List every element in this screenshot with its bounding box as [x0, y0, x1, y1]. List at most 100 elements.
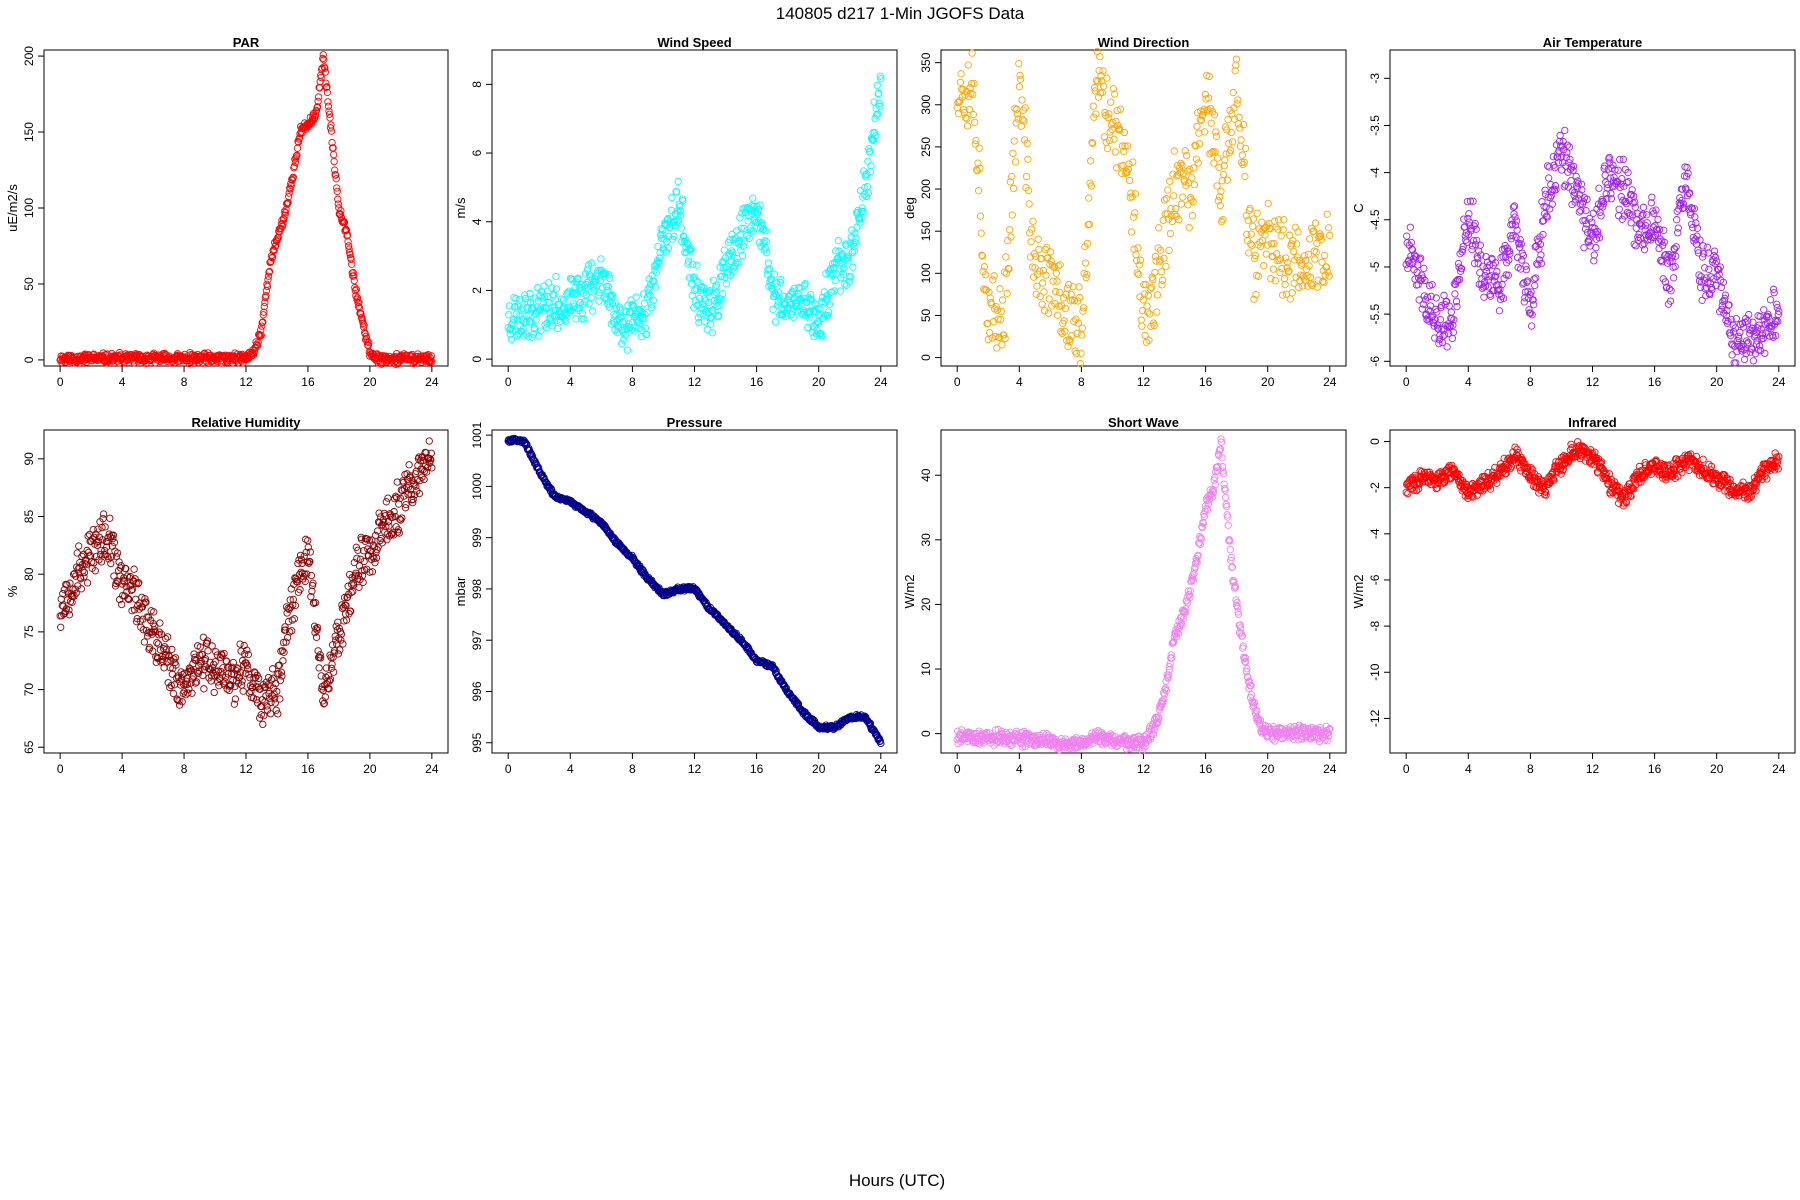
- data-point: [667, 206, 676, 214]
- data-point: [1008, 211, 1016, 219]
- data-point: [1153, 308, 1161, 316]
- data-point: [259, 311, 267, 319]
- y-tick-label: 10: [919, 662, 933, 676]
- data-point: [1134, 244, 1142, 252]
- data-point: [1144, 291, 1153, 300]
- data-point: [708, 329, 717, 337]
- data-point: [311, 111, 320, 119]
- data-point: [1166, 177, 1174, 185]
- data-point: [1177, 200, 1186, 208]
- data-point: [328, 138, 336, 147]
- data-point: [1325, 272, 1333, 280]
- data-point: [969, 110, 978, 119]
- x-tick-label: 20: [1261, 375, 1275, 389]
- data-point: [1188, 174, 1196, 182]
- data-point: [1081, 259, 1090, 267]
- data-point: [425, 437, 433, 445]
- data-point: [548, 284, 556, 292]
- data-point: [1326, 231, 1334, 239]
- data-point: [325, 107, 333, 115]
- x-tick-label: 0: [57, 375, 64, 389]
- data-point: [1107, 98, 1115, 106]
- x-tick-label: 24: [425, 375, 439, 389]
- data-point: [312, 107, 320, 115]
- data-point: [1063, 284, 1072, 292]
- data-point: [257, 331, 265, 340]
- data-point: [1537, 259, 1546, 268]
- y-tick-label: 30: [919, 533, 933, 547]
- data-point: [1147, 283, 1156, 292]
- data-point: [1545, 174, 1553, 182]
- x-tick-label: 8: [629, 375, 636, 389]
- x-tick-label: 24: [1323, 762, 1337, 776]
- data-point: [1701, 264, 1709, 272]
- data-point: [321, 64, 329, 72]
- data-point: [274, 710, 282, 718]
- x-tick-label: 20: [812, 375, 826, 389]
- data-point: [1158, 276, 1167, 284]
- data-point: [1660, 226, 1668, 234]
- data-point: [1615, 205, 1623, 213]
- y-tick-label: 200: [919, 179, 933, 199]
- x-tick-label: 8: [181, 375, 188, 389]
- plot-frame: [43, 429, 449, 754]
- y-axis-label: W/m2: [902, 575, 917, 609]
- data-point: [1463, 238, 1471, 246]
- data-point: [1249, 222, 1257, 230]
- data-point: [398, 514, 406, 522]
- data-point: [712, 281, 721, 289]
- data-point: [1654, 215, 1662, 224]
- data-point: [249, 346, 257, 354]
- x-tick-label: 16: [750, 762, 764, 776]
- data-point: [1695, 271, 1703, 279]
- data-point: [1245, 249, 1253, 257]
- data-point: [1420, 264, 1428, 273]
- data-point: [1280, 274, 1289, 283]
- x-tick-label: 20: [363, 762, 377, 776]
- data-point: [253, 341, 262, 350]
- data-point: [1530, 301, 1538, 309]
- data-point: [1029, 217, 1037, 225]
- data-point: [719, 289, 727, 298]
- data-point: [131, 595, 140, 603]
- data-point: [325, 110, 334, 118]
- y-tick-label: -4.5: [1368, 209, 1382, 230]
- data-point: [329, 150, 338, 159]
- data-point: [110, 572, 118, 580]
- data-point: [277, 224, 285, 233]
- data-point: [110, 538, 119, 547]
- x-tick-label: 4: [1016, 762, 1023, 776]
- data-point: [294, 138, 303, 146]
- data-point: [382, 358, 390, 366]
- data-point: [1131, 209, 1139, 217]
- data-point: [589, 307, 597, 315]
- data-point: [1527, 322, 1536, 330]
- data-point: [957, 70, 965, 78]
- data-point: [1589, 209, 1597, 217]
- x-tick-label: 8: [1078, 762, 1085, 776]
- x-tick-label: 0: [954, 762, 961, 776]
- y-tick-label: 65: [22, 740, 36, 754]
- series-points: [504, 434, 885, 748]
- data-point: [595, 297, 603, 305]
- data-point: [405, 461, 413, 469]
- data-point: [348, 260, 356, 268]
- data-point: [668, 193, 676, 202]
- y-tick-label: 250: [919, 137, 933, 157]
- data-point: [1219, 170, 1228, 179]
- data-point: [1730, 359, 1738, 367]
- data-point: [1766, 296, 1775, 304]
- data-point: [1304, 250, 1313, 258]
- data-point: [1288, 289, 1296, 297]
- data-point: [328, 660, 336, 668]
- data-point: [329, 668, 338, 676]
- data-point: [998, 296, 1007, 304]
- x-tick-label: 20: [812, 762, 826, 776]
- data-point: [1673, 216, 1681, 224]
- data-point: [382, 498, 390, 506]
- data-point: [963, 122, 972, 130]
- data-point: [1151, 268, 1159, 277]
- x-tick-label: 12: [1586, 375, 1600, 389]
- data-point: [289, 173, 297, 181]
- data-point: [317, 672, 325, 680]
